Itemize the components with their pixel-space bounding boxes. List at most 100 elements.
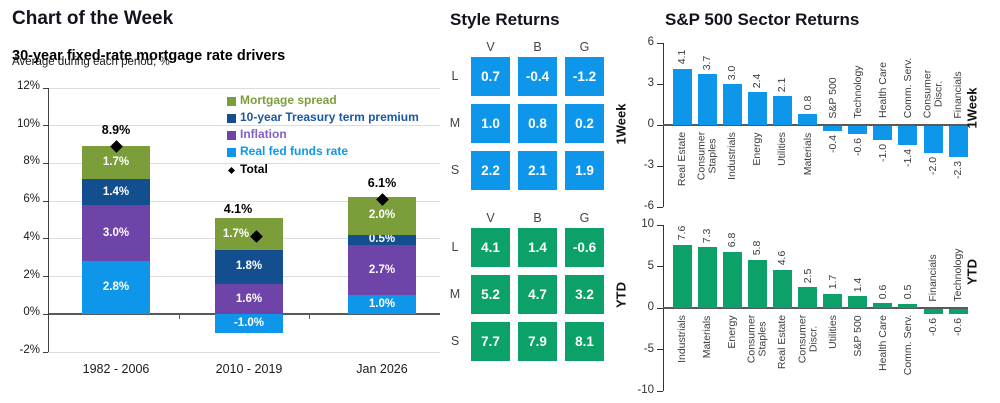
- y-axis-label: 0: [647, 118, 654, 130]
- bar-category-label: Financials: [951, 70, 964, 119]
- bar-category-label: Energy: [725, 314, 738, 349]
- style-cell: 3.2: [565, 275, 604, 314]
- y-axis-label: -6: [643, 200, 654, 212]
- bar-value-label: 0.8: [801, 95, 814, 110]
- mortgage-stacked-bar-chart: 12% 10% 8% 6% 4% 2% 0% -2% 2.8% 3.0% 1.4% 1.7% 8.9% 1…: [0, 0, 445, 403]
- bar-segment-label: 1.7%: [222, 228, 250, 241]
- bar-category-label: Utilities: [776, 132, 789, 166]
- style-cell: 1.9: [565, 151, 604, 190]
- legend-label: Real fed funds rate: [240, 144, 349, 158]
- grid-row-header: M: [449, 286, 461, 301]
- style-cell: 1.0: [471, 104, 510, 143]
- style-cell: 7.9: [518, 322, 557, 361]
- grid-row-header: L: [451, 239, 459, 254]
- bar-category-label: S&P 500: [851, 314, 864, 357]
- sector-bar: [823, 293, 843, 308]
- x-axis-label: 1982 - 2006: [82, 362, 150, 376]
- y-axis-label: 5: [647, 259, 654, 272]
- bar-category-label: Industrials: [725, 132, 738, 180]
- bar-value-label: 0.6: [876, 284, 889, 299]
- bar-segment-label: 2.8%: [102, 281, 130, 294]
- y-axis-tick: [43, 87, 48, 89]
- y-axis-label: 12%: [16, 80, 40, 92]
- y-axis-tick: [657, 165, 663, 167]
- sector-bar: [672, 244, 692, 308]
- bar-segment: [82, 204, 150, 262]
- bar-segment: [348, 295, 416, 315]
- bar-value-label: -0.6: [851, 138, 864, 157]
- y-axis-label: -10: [637, 384, 654, 396]
- style-cell: -1.2: [565, 57, 604, 96]
- bar-value-label: 6.8: [725, 232, 738, 248]
- grid-row-header: L: [451, 68, 459, 83]
- bar-segment: [348, 235, 416, 245]
- bar-value-label: 7.6: [675, 226, 688, 241]
- y-axis-label: 0: [647, 301, 654, 313]
- style-cell: 7.7: [471, 322, 510, 361]
- y-axis-tick: [657, 349, 663, 350]
- bar-category-label: Consumer Staples: [745, 314, 769, 364]
- grid-col-header: G: [579, 211, 590, 225]
- bar-value-label: 4.6: [776, 251, 789, 266]
- x-axis-label: Jan 2026: [356, 362, 408, 376]
- y-axis-label: -2%: [19, 344, 40, 356]
- bar-category-label: Utilities: [826, 315, 839, 349]
- bar-category-label: Energy: [751, 131, 764, 166]
- sector-bar: [848, 296, 868, 308]
- y-axis-tick: [43, 162, 48, 164]
- bar-value-label: 2.1: [776, 77, 789, 93]
- sector-bar: [898, 126, 918, 146]
- y-axis-label: -3: [643, 159, 654, 171]
- panel-title-chart-of-week: Chart of the Week: [12, 8, 174, 29]
- sector-bar: [898, 303, 918, 308]
- bar-segment-label: 0.5%: [368, 233, 396, 246]
- total-label: 8.9%: [101, 123, 131, 138]
- y-axis-tick: [43, 238, 48, 240]
- bar-value-label: 1.7: [826, 275, 839, 290]
- style-cell: 1.4: [518, 228, 557, 267]
- sector-bar: [798, 287, 817, 308]
- y-axis-tick: [43, 351, 48, 353]
- bar-value-label: 3.7: [700, 55, 713, 71]
- total-label: 4.1%: [223, 202, 253, 217]
- sector-bar: [722, 84, 742, 125]
- bar-value-label: -0.6: [951, 317, 964, 337]
- bar-segment-label: 1.0%: [368, 298, 396, 311]
- sector-bar: [948, 126, 968, 158]
- legend-label: Total: [240, 162, 268, 176]
- sector-bar: [923, 126, 943, 154]
- bar-category-label: Financials: [926, 253, 939, 302]
- bar-value-label: -2.3: [951, 161, 964, 180]
- bar-segment: [215, 250, 283, 285]
- x-axis-tick: [309, 315, 311, 320]
- y-axis-line: [48, 88, 49, 352]
- bar-segment: [215, 218, 283, 251]
- legend-label: Mortgage spread: [240, 93, 337, 107]
- style-cell: 4.1: [471, 228, 510, 267]
- panel-title-style-returns: Style Returns: [450, 10, 560, 29]
- y-axis-label: 10: [641, 218, 654, 230]
- bar-segment-label: 2.7%: [368, 263, 396, 276]
- y-axis-label: 6%: [23, 193, 40, 206]
- bar-category-label: Industrials: [675, 315, 688, 363]
- gridline: [48, 125, 440, 127]
- bar-category-label: Real Estate: [776, 314, 789, 370]
- y-axis-tick: [657, 224, 663, 226]
- bar-segment: [82, 261, 150, 315]
- y-axis-label: 3: [647, 77, 654, 89]
- chart-period-label: 1Week: [964, 87, 980, 129]
- sector-bar: [823, 126, 843, 132]
- y-axis-label: 10%: [16, 117, 40, 130]
- total-label: 6.1%: [367, 176, 397, 191]
- sector-bar: [873, 303, 893, 308]
- sector-bar: [948, 309, 968, 314]
- style-cell: 4.7: [518, 275, 557, 314]
- x-axis-tick: [178, 315, 180, 320]
- y-axis-tick: [657, 124, 663, 126]
- y-axis-label: 4%: [23, 230, 40, 243]
- style-cell: 2.1: [518, 151, 557, 190]
- sector-bar: [722, 251, 742, 308]
- zero-line: [663, 124, 968, 126]
- y-axis-tick: [657, 83, 663, 85]
